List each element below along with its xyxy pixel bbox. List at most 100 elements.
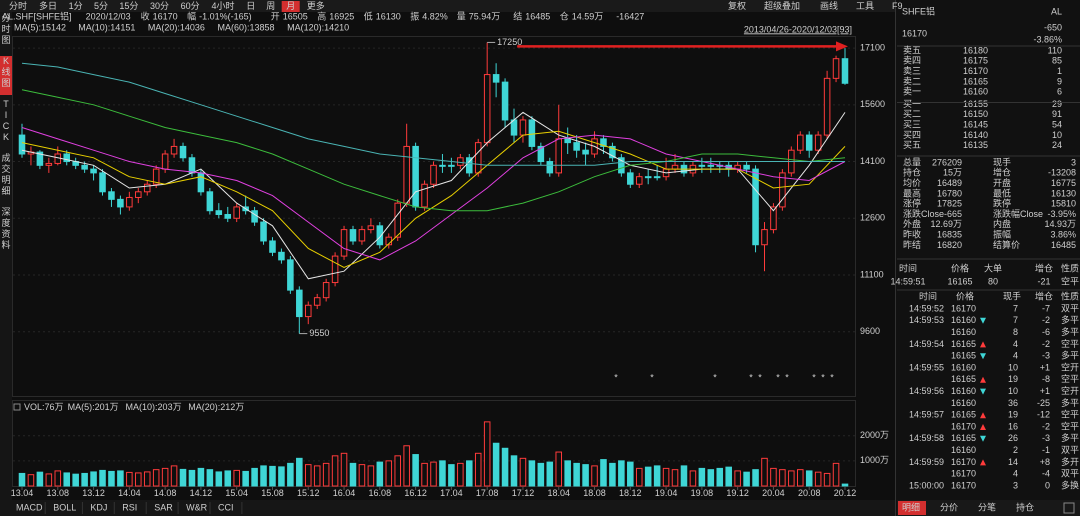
bottom-tab[interactable]: 分价 xyxy=(940,502,958,512)
toolbar-tab[interactable]: 分时 xyxy=(9,0,27,11)
info-key: 2020/12/03 xyxy=(86,11,131,21)
x-tick-label: 20.04 xyxy=(762,488,785,498)
info-key: 量 xyxy=(457,11,466,21)
bottom-tab[interactable]: 明细 xyxy=(902,501,920,512)
volume-bar xyxy=(108,470,115,487)
stat-value: 276209 xyxy=(932,157,962,167)
tick-type: 空开 xyxy=(1061,385,1079,396)
candle-body xyxy=(36,151,44,166)
tick-time: 14:59:55 xyxy=(909,362,944,372)
volume-bar xyxy=(197,467,205,487)
ma-line xyxy=(21,62,845,166)
marker-star: * xyxy=(830,372,834,382)
bottom-tab[interactable]: 持仓 xyxy=(1016,501,1034,512)
toolbar-tab[interactable]: 30分 xyxy=(150,1,169,11)
tick-arrow-down xyxy=(980,317,986,324)
toolbar-tab[interactable]: 4小时 xyxy=(212,0,235,11)
candle-body xyxy=(698,164,706,167)
book-price: 16135 xyxy=(963,140,988,150)
tick-qty: 14 xyxy=(1008,457,1018,467)
volume-bar xyxy=(269,465,276,487)
candle-body xyxy=(206,191,214,212)
toolbar-tab[interactable]: 更多 xyxy=(307,0,325,11)
candle-body xyxy=(618,157,625,174)
volume-bar xyxy=(376,461,384,487)
toolbar-tool[interactable]: 超级叠加 xyxy=(764,0,800,11)
toolbar-tab[interactable]: 15分 xyxy=(119,1,138,11)
stat-label: 振幅 xyxy=(993,228,1011,239)
side-tab[interactable]: 成交明细 xyxy=(1,152,10,196)
volume-bar xyxy=(698,467,706,487)
tick-qty: 7 xyxy=(1013,315,1018,325)
volume-bar xyxy=(287,462,294,487)
toolbar-tab[interactable]: 周 xyxy=(266,1,275,11)
marker-star: * xyxy=(614,372,618,382)
volume-bar xyxy=(358,464,366,487)
book-price: 16180 xyxy=(963,45,988,55)
x-tick-label: 18.04 xyxy=(547,488,570,498)
volume-bar xyxy=(618,460,625,487)
book-volume: 1 xyxy=(1057,66,1062,76)
toolbar-tab[interactable]: 日 xyxy=(246,1,255,11)
volume-bar xyxy=(260,465,267,487)
tick-time: 14:59:52 xyxy=(909,303,944,313)
info-key: 振 xyxy=(410,10,419,21)
stat-value: 15810 xyxy=(1051,199,1076,209)
toolbar-tool[interactable]: F9 xyxy=(892,1,903,11)
candle-body xyxy=(644,176,652,179)
toolbar-tab[interactable]: 5分 xyxy=(94,1,108,11)
volume-bar xyxy=(54,470,62,487)
tick-price: 16165 xyxy=(951,351,976,361)
tick-price: 16160 xyxy=(951,315,976,325)
tick-type: 空开 xyxy=(1061,361,1079,372)
toolbar-tool[interactable]: 复权 xyxy=(728,0,746,11)
side-tab[interactable]: 分时图 xyxy=(1,13,10,45)
toolbar-tool[interactable]: 画线 xyxy=(820,0,838,11)
indicator-tab[interactable]: MACD xyxy=(16,502,43,512)
bottom-tab[interactable]: 分笔 xyxy=(978,501,996,512)
book-label: 卖四 xyxy=(903,56,921,66)
marker-star: * xyxy=(758,372,762,382)
candle-body xyxy=(331,255,339,284)
candle-body xyxy=(635,176,643,185)
book-label: 卖二 xyxy=(903,76,921,86)
side-tab[interactable]: K 线图 xyxy=(1,56,10,88)
candle-body xyxy=(251,210,258,223)
ticker-info: AL.SHF[SHFE铝] xyxy=(2,10,72,21)
book-volume: 9 xyxy=(1057,76,1062,86)
tick-type: 多平 xyxy=(1061,397,1079,408)
indicator-tab[interactable]: SAR xyxy=(154,502,173,512)
ma-line xyxy=(21,127,846,261)
candle-body xyxy=(707,164,715,167)
indicator-tab[interactable]: BOLL xyxy=(53,502,76,512)
x-tick-label: 13.08 xyxy=(47,488,70,498)
candle-body xyxy=(537,145,545,163)
tick-qty: 10 xyxy=(1008,386,1018,396)
toolbar-tab[interactable]: 1分 xyxy=(69,1,83,11)
indicator-tab[interactable]: RSI xyxy=(122,502,137,512)
info-value: 16170 xyxy=(153,11,178,21)
volume-bar xyxy=(179,468,187,487)
tick-type: 双平 xyxy=(1061,469,1079,479)
add-icon[interactable] xyxy=(1063,502,1075,514)
side-tab[interactable]: 深度资料 xyxy=(1,207,10,250)
info-key: 开 xyxy=(271,11,280,21)
toolbar-tab[interactable]: 月 xyxy=(286,1,295,11)
volume-bar xyxy=(466,460,473,487)
volume-bar xyxy=(278,466,285,487)
toolbar-tab[interactable]: 60分 xyxy=(181,1,200,11)
stat-value: 16489 xyxy=(937,178,962,188)
candle-body xyxy=(430,164,437,185)
indicator-tab[interactable]: W&R xyxy=(186,502,207,512)
toolbar-tab[interactable]: 多日 xyxy=(39,0,57,11)
candle-body xyxy=(313,297,321,306)
candle-body xyxy=(117,198,124,208)
stat-label: 涨跌Close xyxy=(903,209,944,219)
volume-bar xyxy=(161,467,169,487)
toolbar-tool[interactable]: 工具 xyxy=(856,1,874,11)
volume-bar xyxy=(81,472,88,487)
book-label: 卖一 xyxy=(903,87,921,97)
indicator-tab[interactable]: KDJ xyxy=(90,502,107,512)
indicator-tab[interactable]: CCI xyxy=(218,502,234,512)
